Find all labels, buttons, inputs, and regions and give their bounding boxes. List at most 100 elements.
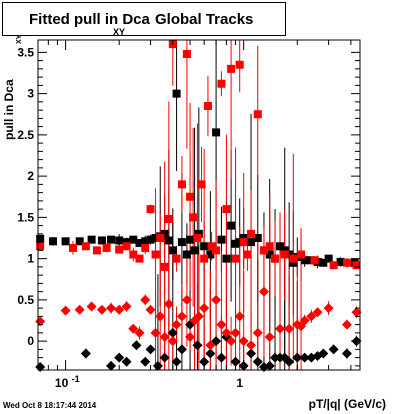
marker-square-red xyxy=(36,242,45,251)
marker-square-red xyxy=(160,262,169,271)
marker-square-red xyxy=(189,213,198,222)
marker-diamond-black xyxy=(299,352,310,363)
marker-diamond-black xyxy=(152,360,163,371)
marker-diamond-black xyxy=(292,352,303,363)
marker-square-red xyxy=(186,192,195,201)
marker-diamond-red xyxy=(230,327,241,338)
marker-square-red xyxy=(151,250,160,259)
marker-diamond-black xyxy=(216,352,227,363)
marker-diamond-red xyxy=(221,327,232,338)
marker-square-red xyxy=(172,254,181,263)
marker-diamond-red xyxy=(74,304,85,315)
marker-square-red xyxy=(352,261,361,270)
marker-diamond-red xyxy=(312,307,323,318)
marker-diamond-black xyxy=(80,348,91,359)
marker-square-red xyxy=(207,242,216,251)
marker-diamond-black xyxy=(230,356,241,367)
marker-square-red xyxy=(92,246,101,255)
marker-square-black xyxy=(300,256,309,265)
marker-diamond-red xyxy=(193,311,204,322)
marker-square-black xyxy=(336,257,345,266)
marker-diamond-red xyxy=(258,286,269,297)
marker-square-red xyxy=(182,50,191,59)
x-axis-label: pT/|q| (GeV/c) xyxy=(308,397,386,411)
chart-title-suffix: Global Tracks xyxy=(155,11,254,28)
marker-diamond-black xyxy=(246,348,257,359)
marker-square-red xyxy=(239,238,248,247)
marker-diamond-red xyxy=(246,340,257,351)
marker-diamond-black xyxy=(140,356,151,367)
marker-square-black xyxy=(222,254,231,263)
marker-square-red xyxy=(310,256,319,265)
marker-diamond-red xyxy=(171,319,182,330)
x-axis: 10 -1 1 xyxy=(37,40,352,390)
marker-diamond-red xyxy=(96,304,107,315)
marker-square-red xyxy=(68,243,77,252)
marker-diamond-black xyxy=(318,348,329,359)
y-tick-label: 0.5 xyxy=(17,293,34,307)
marker-square-red xyxy=(227,64,236,73)
marker-diamond-black xyxy=(114,352,125,363)
marker-square-black xyxy=(239,234,248,242)
marker-square-black xyxy=(177,238,186,247)
marker-diamond-red xyxy=(299,315,310,326)
marker-diamond-red xyxy=(351,307,362,318)
marker-square-red xyxy=(141,243,150,252)
marker-square-black xyxy=(151,234,160,242)
markers xyxy=(35,40,362,372)
marker-square-red xyxy=(247,229,256,238)
marker-square-red xyxy=(342,258,351,267)
marker-square-black xyxy=(141,237,150,246)
marker-diamond-red xyxy=(159,332,170,342)
marker-diamond-red xyxy=(163,299,174,309)
marker-square-red xyxy=(81,242,90,251)
marker-square-black xyxy=(206,250,215,259)
marker-diamond-red xyxy=(121,301,132,312)
marker-square-black xyxy=(75,237,84,246)
marker-diamond-black xyxy=(145,344,156,355)
marker-diamond-red xyxy=(185,332,196,342)
marker-square-black xyxy=(194,229,203,238)
marker-square-red xyxy=(280,250,289,259)
y-tick-label: 1.5 xyxy=(17,210,34,224)
marker-square-red xyxy=(231,254,240,263)
marker-diamond-red xyxy=(234,311,245,322)
marker-diamond-black xyxy=(252,356,263,367)
marker-diamond-black xyxy=(167,327,178,338)
marker-square-red xyxy=(200,254,209,263)
marker-square-black xyxy=(164,236,173,245)
marker-square-black xyxy=(265,250,274,259)
marker-square-black xyxy=(217,235,226,244)
marker-diamond-red xyxy=(216,319,227,330)
marker-square-red xyxy=(193,234,202,242)
y-tick-label: 3 xyxy=(27,87,34,101)
marker-diamond-black xyxy=(264,360,275,371)
marker-diamond-red xyxy=(306,311,317,322)
marker-square-red xyxy=(164,215,173,224)
marker-diamond-red xyxy=(226,336,237,347)
marker-diamond-red xyxy=(252,327,263,338)
marker-diamond-red xyxy=(167,336,178,347)
timestamp: Wed Oct 8 18:17:44 2014 xyxy=(3,401,97,410)
marker-square-red xyxy=(102,243,111,252)
plot-frame xyxy=(37,39,361,371)
marker-square-black xyxy=(172,89,181,98)
marker-diamond-red xyxy=(60,305,71,316)
marker-diamond-red xyxy=(341,319,352,330)
marker-square-black xyxy=(280,246,289,255)
marker-square-black xyxy=(129,235,138,244)
y-tick-label: 0 xyxy=(27,334,34,348)
marker-square-red xyxy=(217,79,226,88)
marker-diamond-black xyxy=(328,344,339,355)
marker-diamond-black xyxy=(199,356,210,367)
marker-diamond-red xyxy=(264,332,275,342)
x-tick-label: 10 xyxy=(55,376,69,390)
marker-diamond-black xyxy=(176,344,187,355)
marker-square-black xyxy=(324,254,333,263)
marker-diamond-black xyxy=(171,356,182,367)
y-tick-label: 2.5 xyxy=(17,128,34,142)
marker-diamond-black xyxy=(205,348,216,359)
marker-square-black xyxy=(87,235,96,244)
x-tick-label: 1 xyxy=(236,376,243,390)
